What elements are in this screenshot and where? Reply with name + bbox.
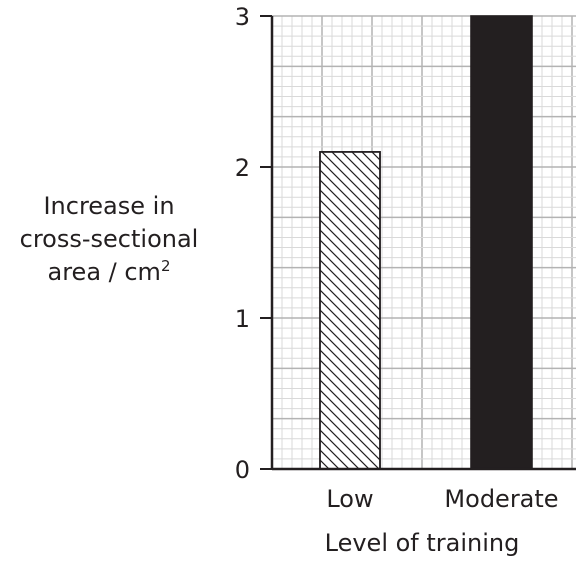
x-tick-label: Moderate <box>444 485 558 513</box>
y-axis-label-line-2: cross-sectional <box>19 225 199 253</box>
bars <box>319 15 533 470</box>
y-axis-label-unit: area / cm <box>47 258 161 286</box>
y-tick-label: 0 <box>235 456 250 484</box>
y-axis-label-line-1: Increase in <box>43 192 175 220</box>
y-tick-label: 1 <box>235 305 250 333</box>
x-axis-label: Level of training <box>324 529 520 557</box>
axes <box>270 16 576 471</box>
y-tick-label: 2 <box>235 154 250 182</box>
x-tick-labels: Low Moderate <box>326 485 558 513</box>
bar-moderate <box>470 15 533 470</box>
y-tick-label: 3 <box>235 3 250 31</box>
bar-hatch-low <box>319 151 381 470</box>
y-axis-label: Increase in cross-sectional area / cm2 <box>0 190 218 289</box>
y-axis-label-line-3: area / cm2 <box>0 256 218 289</box>
y-axis-label-superscript: 2 <box>160 257 171 275</box>
x-tick-label: Low <box>326 485 373 513</box>
y-tick-labels: 0 1 2 3 <box>235 3 272 484</box>
